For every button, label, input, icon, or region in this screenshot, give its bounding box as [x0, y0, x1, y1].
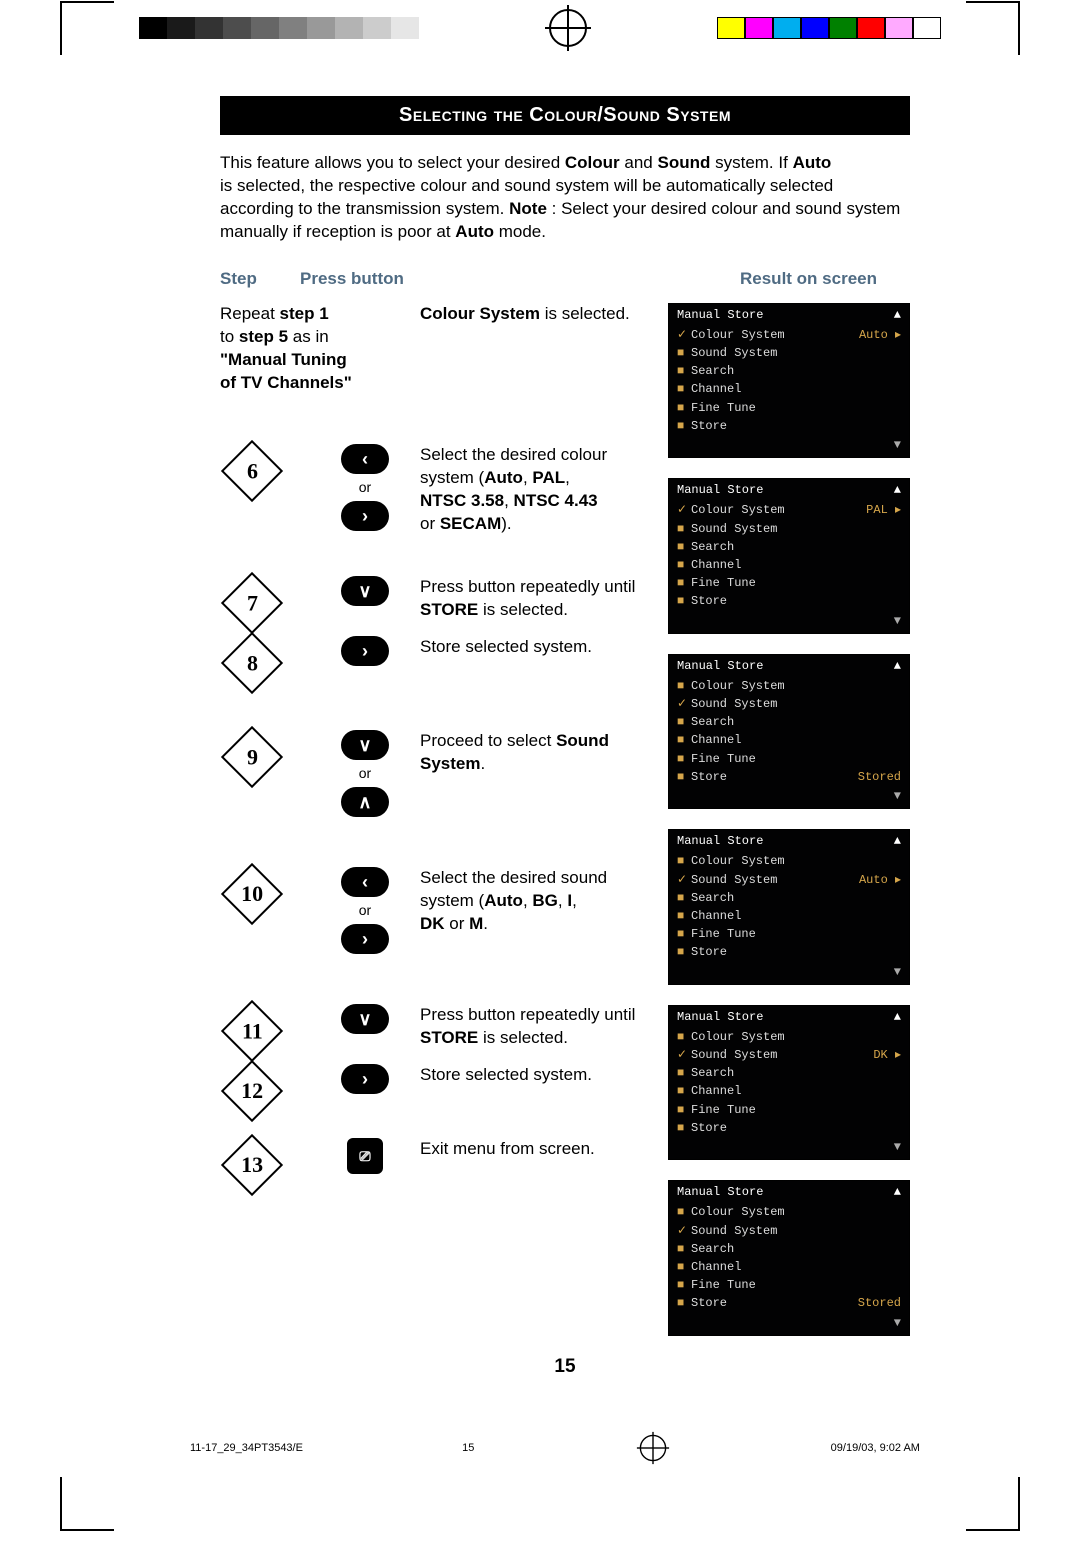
step-8-icon: 8 [221, 632, 283, 694]
osd-screen-4: Manual Store▲■Colour System✓Sound System… [668, 829, 910, 985]
color-palette [717, 17, 941, 39]
step-12: 12 › Store selected system. [220, 1064, 658, 1118]
column-headers: Step Press button Result on screen [220, 268, 910, 291]
osd-screen-5: Manual Store▲■Colour System✓Sound System… [668, 1005, 910, 1161]
step-7: 7 ∨ Press button repeatedly until STORE … [220, 576, 658, 630]
up-button-icon: ∧ [341, 787, 389, 817]
header-press: Press button [300, 268, 480, 291]
step-6: 6 ‹ or › Select the desired colour syste… [220, 444, 658, 536]
registration-mark-bottom [639, 1435, 666, 1462]
manual-page: Selecting the Colour/Sound System This f… [0, 56, 1080, 1399]
osd-screen-3: Manual Store▲■Colour System✓Sound System… [668, 654, 910, 810]
result-column: Manual Store▲✓Colour SystemAuto ▸■Sound … [668, 303, 910, 1336]
intro-paragraph: This feature allows you to select your d… [220, 152, 910, 244]
header-step: Step [220, 268, 300, 291]
left-button-icon: ‹ [341, 444, 389, 474]
menu-button-icon: ⎚ [347, 1138, 383, 1174]
left-button-icon: ‹ [341, 867, 389, 897]
gray-palette [139, 17, 419, 39]
step-6-icon: 6 [221, 440, 283, 502]
header-result: Result on screen [740, 268, 910, 291]
step-9: 9 ∨ or ∧ Proceed to select Sound System. [220, 730, 658, 817]
steps-column: Repeat step 1 to step 5 as in "Manual Tu… [220, 303, 658, 1336]
section-title: Selecting the Colour/Sound System [220, 96, 910, 135]
right-button-icon: › [341, 924, 389, 954]
osd-screen-1: Manual Store▲✓Colour SystemAuto ▸■Sound … [668, 303, 910, 459]
page-footer: 11-17_29_34PT3543/E 15 09/19/03, 9:02 AM [0, 1399, 1080, 1477]
right-button-icon: › [341, 1064, 389, 1094]
footer-left: 11-17_29_34PT3543/E [190, 1442, 303, 1454]
step-7-icon: 7 [221, 572, 283, 634]
step-12-icon: 12 [221, 1060, 283, 1122]
step-11: 11 ∨ Press button repeatedly until STORE… [220, 1004, 658, 1058]
step-8: 8 › Store selected system. [220, 636, 658, 690]
step-9-icon: 9 [221, 726, 283, 788]
right-button-icon: › [341, 501, 389, 531]
step-13-icon: 13 [221, 1134, 283, 1196]
footer-mid: 15 [462, 1442, 474, 1454]
crop-bar-top [0, 0, 1080, 56]
footer-right: 09/19/03, 9:02 AM [831, 1442, 920, 1454]
down-button-icon: ∨ [341, 1004, 389, 1034]
down-button-icon: ∨ [341, 730, 389, 760]
page-number: 15 [220, 1354, 910, 1380]
right-button-icon: › [341, 636, 389, 666]
step-repeat: Repeat step 1 to step 5 as in "Manual Tu… [220, 303, 658, 395]
registration-mark-top [549, 9, 587, 47]
down-button-icon: ∨ [341, 576, 389, 606]
step-13: 13 ⎚ Exit menu from screen. [220, 1138, 658, 1192]
step-10: 10 ‹ or › Select the desired sound syste… [220, 867, 658, 954]
crop-bar-bottom [0, 1477, 1080, 1551]
step-11-icon: 11 [221, 1000, 283, 1062]
step-10-icon: 10 [221, 863, 283, 925]
osd-screen-2: Manual Store▲✓Colour SystemPAL ▸■Sound S… [668, 478, 910, 634]
osd-screen-6: Manual Store▲■Colour System✓Sound System… [668, 1180, 910, 1336]
